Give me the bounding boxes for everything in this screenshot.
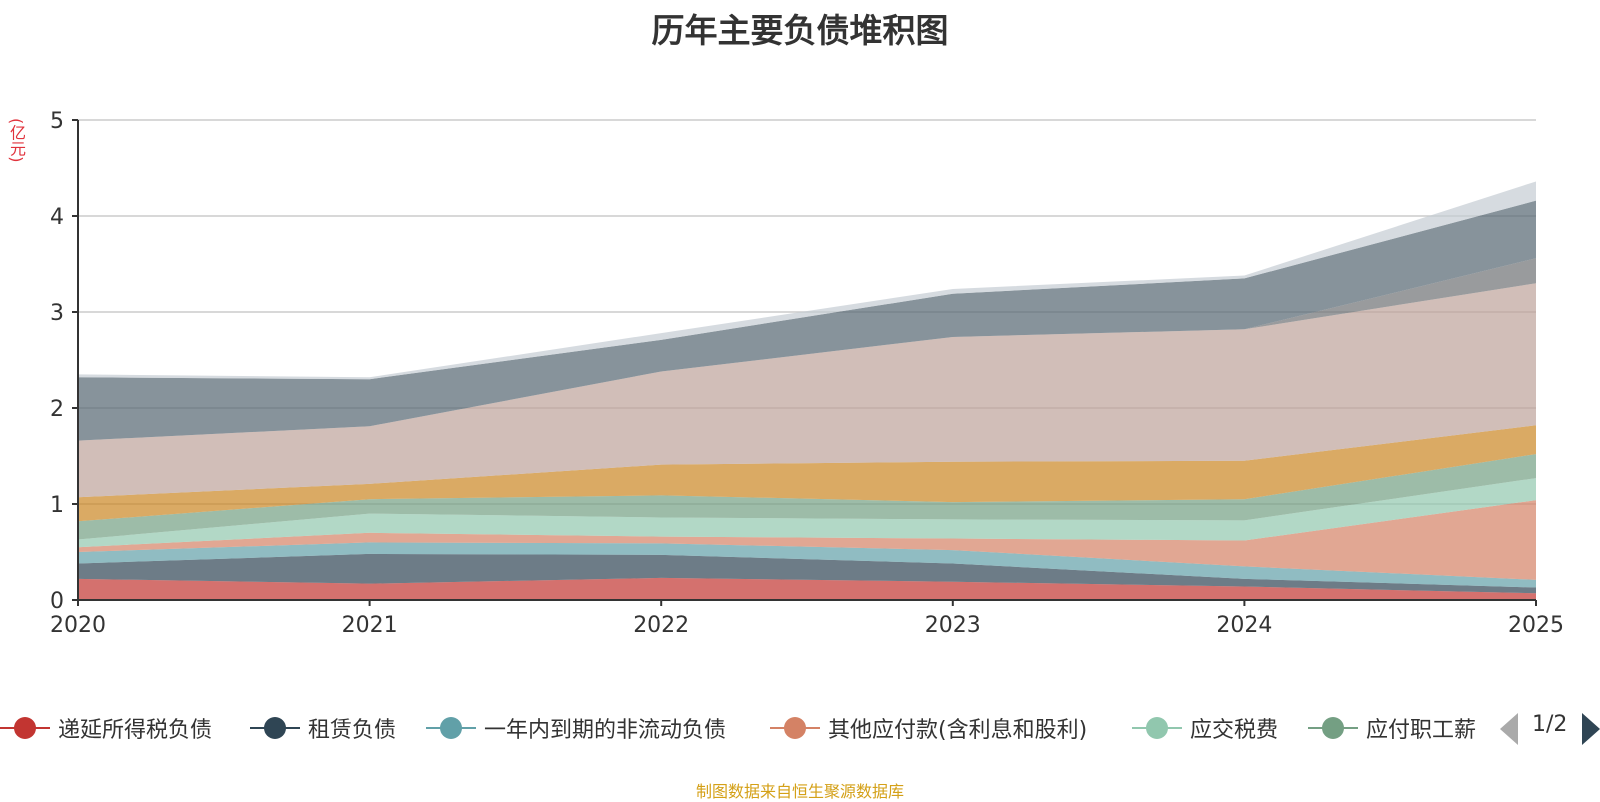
y-tick-label: 3 (50, 301, 64, 326)
y-tick-label: 1 (50, 493, 64, 518)
source-note: 制图数据来自恒生聚源数据库 (695, 782, 904, 801)
legend-pager: 1/2 (1500, 708, 1600, 748)
legend-label: 其他应付款(含利息和股利) (828, 718, 1088, 743)
legend-label: 递延所得税负债 (58, 718, 213, 743)
y-tick-label: 0 (50, 589, 64, 614)
stacked-areas (78, 181, 1536, 600)
y-tick-label: 2 (50, 397, 64, 422)
legend-marker-icon (426, 708, 476, 748)
x-tick-label: 2024 (1216, 613, 1272, 638)
area-series-9 (78, 200, 1536, 441)
area-series-0 (78, 577, 1536, 600)
legend-item-deferred-tax[interactable]: 递延所得税负债 (0, 708, 212, 748)
legend-item-taxes-payable[interactable]: 应交税费 (1132, 708, 1278, 748)
y-tick-label: 4 (50, 205, 64, 230)
legend-marker-icon (250, 708, 300, 748)
x-tick-label: 2021 (342, 613, 398, 638)
legend-marker-icon (1132, 708, 1182, 748)
legend-item-lease-liability[interactable]: 租赁负债 (250, 708, 396, 748)
area-series-6 (78, 425, 1536, 522)
y-axis-unit: (亿元) (7, 118, 26, 163)
area-series-3 (78, 500, 1536, 580)
x-tick-label: 2020 (50, 613, 106, 638)
prev-page-icon[interactable] (1500, 713, 1518, 745)
chart-title: 历年主要负债堆积图 (651, 11, 949, 50)
area-series-5 (78, 454, 1536, 540)
legend-item-other-payables[interactable]: 其他应付款(含利息和股利) (770, 708, 1087, 748)
legend-item-payroll-payable[interactable]: 应付职工薪 (1308, 708, 1476, 748)
area-series-2 (78, 542, 1536, 588)
area-series-7 (78, 283, 1536, 498)
legend-label: 应付职工薪 (1366, 718, 1477, 743)
area-series-1 (78, 553, 1536, 594)
legend-marker-icon (770, 708, 820, 748)
next-page-icon[interactable] (1582, 713, 1600, 745)
x-tick-label: 2025 (1508, 613, 1564, 638)
legend-label: 一年内到期的非流动负债 (484, 718, 727, 743)
legend: 递延所得税负债 租赁负债 一年内到期的非流动负债 其他应付款(含利息和股利) 应… (0, 708, 1600, 758)
x-tick-label: 2023 (925, 613, 981, 638)
x-tick-label: 2022 (633, 613, 689, 638)
area-series-4 (78, 478, 1536, 548)
legend-marker-icon (1308, 708, 1358, 748)
legend-label: 应交税费 (1190, 718, 1279, 743)
legend-page-indicator: 1/2 (1532, 712, 1568, 737)
y-tick-label: 5 (50, 109, 64, 134)
legend-label: 租赁负债 (308, 718, 397, 743)
legend-marker-icon (0, 708, 50, 748)
legend-item-current-noncurrent[interactable]: 一年内到期的非流动负债 (426, 708, 726, 748)
axes: 0 1 2 3 4 5 2020 2021 2022 2023 2024 2025 (50, 109, 1564, 638)
